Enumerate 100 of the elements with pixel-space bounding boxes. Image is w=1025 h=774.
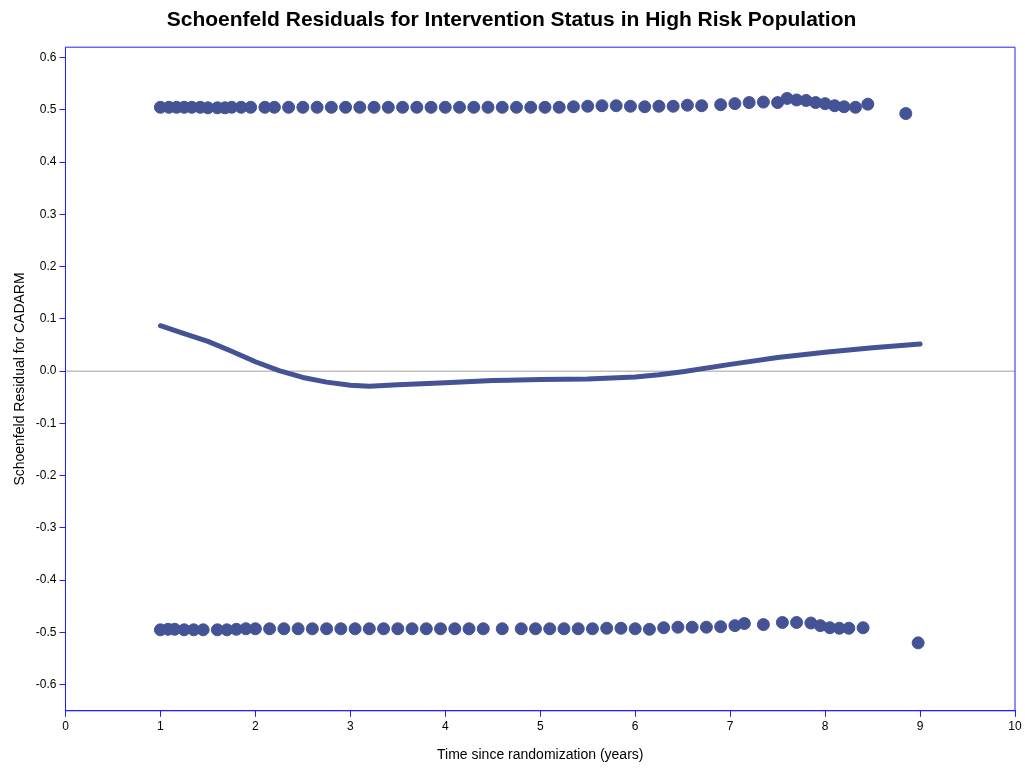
chart-title: Schoenfeld Residuals for Intervention Status in High Risk Population (166, 7, 857, 31)
point (310, 100, 324, 114)
point (481, 100, 495, 114)
point (339, 100, 353, 114)
x-tick-label: 0 (62, 719, 70, 734)
point (775, 615, 789, 629)
point (381, 100, 395, 114)
point (462, 622, 476, 636)
point (581, 99, 595, 113)
point (448, 622, 462, 636)
point (377, 622, 391, 636)
point (680, 98, 694, 112)
x-tick-label: 7 (726, 719, 734, 734)
point (291, 622, 305, 636)
point (348, 622, 362, 636)
point (566, 100, 580, 114)
point (600, 621, 614, 635)
y-tick-label: -0.5 (35, 624, 57, 639)
x-tick-label: 3 (346, 719, 354, 734)
point (571, 622, 585, 636)
x-axis-title: Time since randomization (years) (437, 746, 644, 763)
point (557, 622, 571, 636)
x-tick-label: 6 (631, 719, 639, 734)
point (514, 622, 528, 636)
point (244, 100, 258, 114)
y-tick-label: 0.1 (39, 311, 57, 326)
point (657, 621, 671, 635)
point (282, 100, 296, 114)
point (438, 100, 452, 114)
point (609, 99, 623, 113)
point (614, 621, 628, 635)
point (695, 99, 709, 113)
point (367, 100, 381, 114)
point (196, 623, 210, 637)
point (391, 622, 405, 636)
y-tick-label: 0.5 (39, 102, 57, 117)
point (623, 99, 637, 113)
x-tick-label: 8 (821, 719, 829, 734)
point (842, 621, 856, 635)
point (685, 620, 699, 634)
y-tick-label: 0.0 (39, 363, 57, 378)
point (552, 100, 566, 114)
point (453, 100, 467, 114)
point (528, 622, 542, 636)
point (248, 622, 262, 636)
y-tick-label: -0.3 (35, 520, 57, 535)
point (856, 621, 870, 635)
x-tick-label: 2 (252, 719, 260, 734)
point (585, 622, 599, 636)
point (362, 622, 376, 636)
x-tick-label: 1 (157, 719, 165, 734)
point (742, 96, 756, 110)
point (671, 620, 685, 634)
y-tick-label: -0.1 (35, 415, 57, 430)
point (405, 622, 419, 636)
point (666, 99, 680, 113)
point (595, 99, 609, 113)
y-tick-label: -0.4 (35, 572, 57, 587)
point (510, 100, 523, 114)
point (848, 100, 862, 114)
point (737, 617, 751, 631)
x-tick-label: 5 (536, 719, 544, 734)
point (714, 620, 728, 634)
point (396, 100, 410, 114)
y-tick-label: 0.3 (39, 206, 57, 221)
point (334, 622, 348, 636)
point (899, 107, 913, 121)
point (524, 100, 538, 114)
point (756, 618, 770, 632)
point (324, 100, 338, 114)
point (495, 622, 509, 636)
x-tick-label: 9 (916, 719, 924, 734)
point (638, 100, 652, 114)
y-tick-label: -0.2 (35, 467, 57, 482)
point (419, 622, 433, 636)
point (353, 100, 367, 114)
point (434, 622, 448, 636)
point (861, 97, 875, 111)
y-axis-title: Schoenfeld Residual for CADARM (11, 272, 28, 486)
point (296, 100, 310, 114)
point (652, 99, 666, 113)
point (699, 620, 713, 634)
point (728, 97, 742, 111)
point (424, 100, 438, 114)
point (277, 622, 291, 636)
point (305, 622, 319, 636)
point (263, 622, 277, 636)
point (837, 100, 851, 114)
point (714, 98, 728, 112)
point (320, 622, 334, 636)
point (538, 100, 552, 114)
point (476, 622, 490, 636)
point (543, 622, 557, 636)
point (642, 622, 656, 636)
y-tick-label: 0.2 (39, 258, 57, 273)
y-tick-label: 0.6 (39, 49, 57, 64)
point (628, 622, 642, 636)
point (467, 100, 481, 114)
point (267, 100, 281, 114)
point (495, 100, 509, 114)
